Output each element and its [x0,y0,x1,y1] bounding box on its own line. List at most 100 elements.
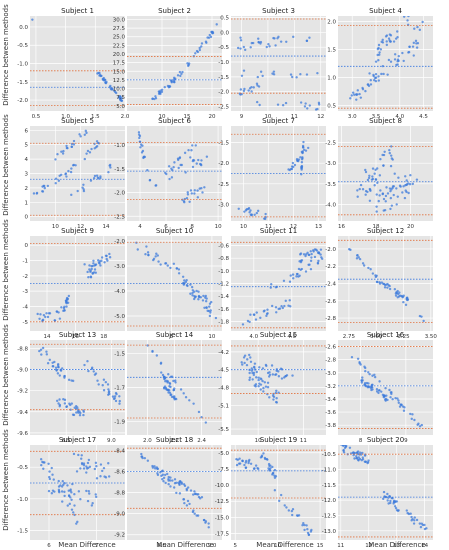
subplot-title: Subject 19 [260,436,297,444]
data-point [93,373,97,376]
subplot-8: Subject 8 -2.5 -3.0 -3.5 -4.0 16 18 20 [325,117,433,230]
data-point [95,477,99,480]
data-point [359,363,362,366]
data-point [356,195,359,198]
data-point [301,156,304,159]
data-point [356,450,360,453]
data-point [70,167,73,170]
data-point [271,465,274,469]
data-point [374,275,378,279]
data-point [383,394,386,397]
data-point [368,199,372,203]
y-tick-label: -2.0 [218,161,229,167]
data-point [367,382,370,385]
data-point [192,493,195,496]
data-point [272,398,275,401]
data-point [248,353,251,357]
y-tick-label: -3.0 [218,202,229,208]
data-point [271,373,275,376]
data-point [297,275,300,278]
x-tick-label: 12 [77,224,84,230]
subplot-title: Subject 10 [156,227,193,235]
data-point [359,183,363,187]
data-point [164,380,167,383]
data-point [85,465,88,468]
data-point [291,75,294,79]
data-point [61,500,64,503]
y-tick-label: -3.2 [325,384,336,390]
data-point [38,317,41,320]
data-point [79,135,82,138]
data-point [249,313,252,316]
data-point [159,263,162,266]
data-point [254,464,258,467]
data-point [75,470,79,473]
plot-content [338,16,433,111]
data-point [153,465,156,468]
data-point [215,23,218,26]
data-point [404,303,408,307]
data-point [55,399,59,403]
data-point [412,54,415,57]
x-tick-label: 15 [184,114,191,120]
y-tick-label: -4.8 [218,386,229,392]
data-point [408,183,412,186]
data-point [390,145,393,148]
data-point [140,151,144,154]
data-point [389,396,392,399]
data-point [60,306,63,309]
data-point [375,388,379,391]
data-point [45,353,49,356]
x-tick-label: 14 [103,224,110,230]
data-point [201,191,204,194]
plot-content [30,236,125,331]
data-point [155,252,158,255]
data-point [278,499,281,503]
data-point [374,168,377,171]
data-point [395,187,398,190]
data-point [182,483,186,486]
data-point [61,152,65,155]
data-point [388,388,391,392]
data-point [257,467,260,471]
data-point [299,73,302,76]
data-point [389,196,393,200]
data-point [169,485,172,488]
data-point [107,462,110,465]
data-point [404,184,407,187]
data-point [374,76,378,79]
data-point [366,461,370,464]
data-point [274,44,277,47]
data-point [50,492,54,495]
data-point [154,255,157,258]
data-point [151,97,154,100]
data-point [57,179,61,182]
data-point [420,315,423,318]
data-point [175,267,179,270]
data-point [287,168,290,171]
data-point [381,38,384,42]
data-point [291,374,294,377]
data-point [89,270,92,273]
data-point [305,524,308,527]
data-point [382,72,385,76]
data-point [247,461,250,465]
data-point [391,497,394,500]
x-tick-label: 14 [44,334,51,340]
data-point [394,506,398,510]
data-point [108,256,112,259]
data-point [82,413,85,417]
data-point [169,476,172,479]
data-point [275,397,278,400]
data-point [300,166,303,170]
data-point [155,354,159,357]
y-tick-label: -0.6 [218,244,229,250]
data-point [250,41,253,45]
data-point [207,526,210,529]
data-point [86,149,90,153]
x-tick-label: 13 [315,224,322,230]
data-point [93,467,97,471]
data-point [350,94,353,97]
data-point [402,409,406,412]
data-point [78,413,82,417]
